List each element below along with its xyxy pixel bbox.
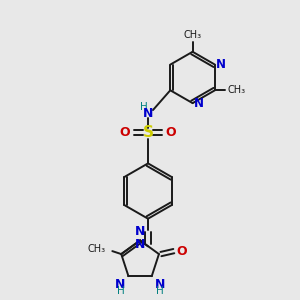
- Text: N: N: [194, 97, 204, 110]
- Text: H: H: [140, 102, 148, 112]
- Text: S: S: [142, 125, 154, 140]
- Text: O: O: [120, 126, 130, 139]
- Text: H: H: [156, 286, 164, 296]
- Text: N: N: [135, 225, 145, 238]
- Text: N: N: [143, 106, 153, 119]
- Text: CH₃: CH₃: [87, 244, 105, 254]
- Text: O: O: [166, 126, 176, 139]
- Text: O: O: [177, 244, 188, 258]
- Text: N: N: [216, 58, 226, 71]
- Text: N: N: [135, 238, 145, 251]
- Text: CH₃: CH₃: [184, 30, 202, 40]
- Text: CH₃: CH₃: [228, 85, 246, 95]
- Text: N: N: [155, 278, 165, 291]
- Text: H: H: [117, 286, 124, 296]
- Text: N: N: [115, 278, 125, 291]
